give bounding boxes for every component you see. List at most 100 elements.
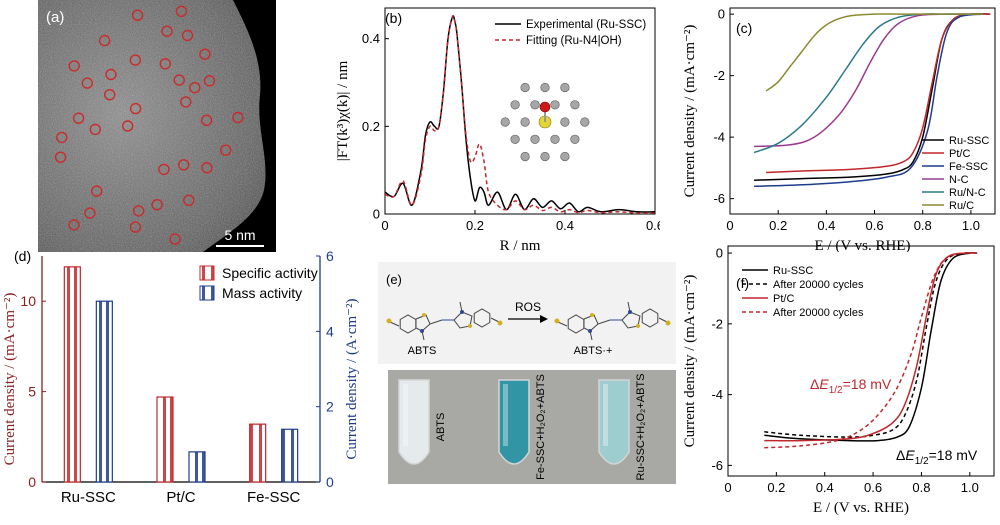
panel-e-label: (e) (386, 272, 402, 287)
left-axis-label: Current density / (mA·cm⁻²) (2, 293, 18, 466)
y-axis-label: Current density / (mA·cm⁻²) (682, 25, 698, 198)
mass-activity-bar (188, 451, 206, 483)
delta-e-annotation-pt: ΔE1/2=18 mV (810, 376, 892, 396)
atom-marker-circle (189, 81, 201, 94)
atom-marker-circle (98, 34, 111, 47)
atom-marker-circle (159, 58, 172, 70)
x-tick-label: 0.4 (816, 480, 834, 495)
x-tick-label: 0.2 (769, 218, 787, 233)
atom-marker-circle (199, 48, 211, 60)
legend-label: Specific activity (222, 265, 318, 281)
atom-marker-circle (68, 60, 80, 72)
sulfonate-bond (557, 321, 568, 327)
series-line (384, 15, 656, 213)
series-line (753, 13, 983, 154)
mass-activity-bar (281, 428, 299, 483)
x-tick-label: 0.6 (864, 480, 882, 495)
delta-e-annotation-ru: ΔE1/2=18 mV (896, 447, 978, 467)
atom-marker-circle (103, 88, 116, 101)
sulfonate-bond (658, 317, 668, 323)
atom-marker-circle (177, 159, 190, 171)
vials-photo (388, 370, 676, 484)
legend-label: Fitting (Ru-N4|OH) (526, 35, 622, 47)
atom-marker-circle (161, 25, 173, 37)
reactant-label: ABTS (408, 345, 437, 357)
ethyl-bond (589, 330, 593, 341)
sulfur-atom (590, 313, 594, 317)
panel-b-label: (b) (385, 10, 402, 26)
specific-activity-bar (63, 266, 81, 483)
x-tick-label: 0.8 (914, 218, 932, 233)
atom-marker-circle (84, 207, 96, 219)
atom-marker-circle (151, 198, 163, 211)
carbon-atom (540, 82, 550, 93)
sulfur-atom (554, 318, 560, 324)
atom-marker-circle (68, 219, 80, 231)
atom-marker-circle (131, 9, 144, 21)
atom-marker-circle (173, 74, 185, 86)
plot-area: 0 0.2 0.4 0.6 0 0.2 0.4 R / nm |FT(k³)χ(k)| / nm… (335, 7, 664, 254)
legend-label: Ru/C (949, 200, 974, 212)
y-tick-label: -4 (711, 387, 723, 402)
atom-marker-circle (203, 75, 216, 87)
atom-marker-circle (105, 68, 117, 81)
vial-highlight (603, 384, 608, 446)
y-tick-label: 0 (718, 7, 725, 22)
panel-f-label: (f) (736, 275, 749, 291)
y-tick-label: -2 (713, 68, 725, 83)
scale-bar-label: 5 nm (224, 227, 255, 243)
panel-a: (a) 5 nm (38, 0, 276, 252)
product-label: ABTS·+ (574, 345, 613, 357)
specific-activity-bar (156, 396, 174, 483)
right-tick-label: 4 (326, 323, 334, 339)
y-tick-label: -6 (711, 458, 723, 473)
exafs-chart: (b) 0 0.2 0.4 0.6 0 0.2 0.4 R / nm |FT(k³)χ(k)| … (335, 7, 664, 254)
y-tick-label: -6 (713, 191, 725, 206)
oxygen-atom (539, 101, 551, 113)
vial-label: ABTS (435, 413, 447, 442)
atom-marker-circle (175, 5, 188, 18)
panel-c-label: (c) (736, 20, 752, 36)
abts-radical-molecule (554, 301, 671, 341)
series-line (754, 13, 984, 188)
right-tick-label: 2 (326, 399, 334, 415)
series-line (764, 251, 978, 442)
carbon-atom (560, 151, 570, 162)
carbon-atom (580, 117, 590, 127)
series-line (766, 13, 991, 174)
activity-bar-chart: (d) 0 5 10 0 2 4 6 Ru-SSC Pt/C Fe-SSC Specific act… (2, 248, 360, 506)
atom-marker-circle (129, 102, 142, 115)
atom-marker-circle (219, 144, 232, 156)
x-tick-label: 0.2 (466, 218, 484, 233)
left-tick-label: 5 (28, 384, 36, 400)
right-axis-label: Current density / (A·cm⁻²) (344, 298, 360, 459)
atom-marker-circle (91, 185, 103, 197)
lsv-chart: (c) 0 0.2 0.4 0.6 0.8 1.00-2-4-6E / (V vs. RH… (682, 7, 996, 254)
sulfur-atom (386, 318, 392, 324)
sulfur-atom (468, 324, 472, 328)
category-label: Pt/C (166, 489, 195, 506)
atom-marker-circle (158, 163, 170, 176)
atom-marker-circle (181, 29, 194, 42)
single-atom-markers (54, 5, 244, 245)
plot-frame (727, 245, 995, 477)
carbon-atom (530, 100, 540, 110)
vial-3: Ru-SSC+H₂O₂+ABTS (598, 374, 647, 480)
panel-b: (b) 0 0.2 0.4 0.6 0 0.2 0.4 R / nm |FT(k³)χ(k)| … (325, 0, 664, 254)
carbon-atom (520, 151, 530, 162)
legend-label: Ru/N-C (949, 187, 986, 199)
stability-lsv-chart: (f) ΔE1/2=18 mV ΔE1/2=18 mV 0 0.2 0.4 0.6 0.… (682, 245, 995, 516)
x-tick-label: 0.2 (767, 480, 785, 495)
right-tick-label: 0 (326, 474, 334, 490)
x-axis-label: E / (V vs. RHE) (813, 500, 909, 516)
atom-marker-circle (180, 96, 192, 108)
plot-frame (384, 7, 656, 215)
legend-label: N-C (949, 174, 969, 186)
y-axis-label: Current density / (mA·cm⁻²) (682, 275, 698, 448)
left-tick-label: 10 (20, 293, 36, 309)
series-line (764, 251, 978, 438)
sulfur-atom (422, 313, 426, 317)
stem-image: (a) 5 nm (38, 0, 276, 252)
category-label: Fe-SSC (247, 489, 301, 506)
category-label: Ru-SSC (61, 489, 116, 506)
